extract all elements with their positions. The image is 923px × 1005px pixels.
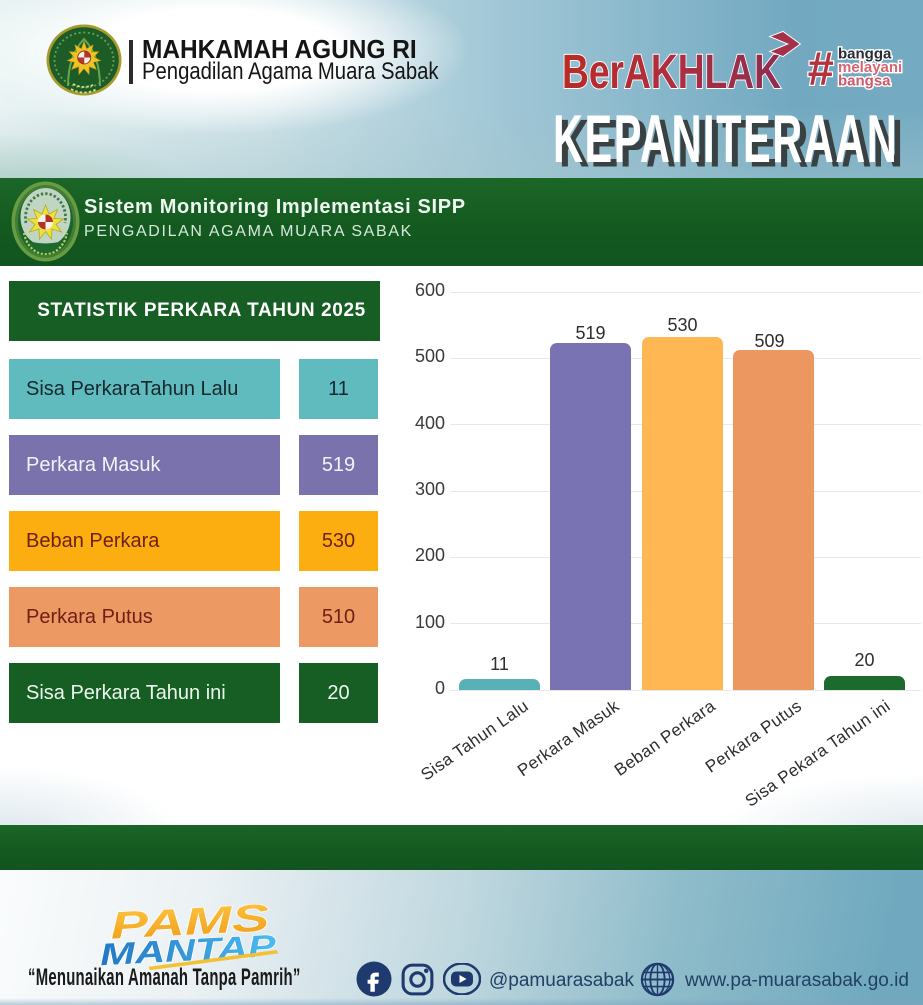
svg-text:BerAKHLAK: BerAKHLAK — [562, 46, 781, 95]
svg-text:melayani: melayani — [838, 59, 902, 76]
svg-text:bangga: bangga — [838, 46, 892, 63]
svg-text:bangsa: bangsa — [838, 73, 891, 90]
svg-text:PAMS: PAMS — [109, 898, 270, 948]
svg-text:#: # — [807, 42, 834, 95]
svg-text:MANTAP: MANTAP — [99, 928, 277, 970]
